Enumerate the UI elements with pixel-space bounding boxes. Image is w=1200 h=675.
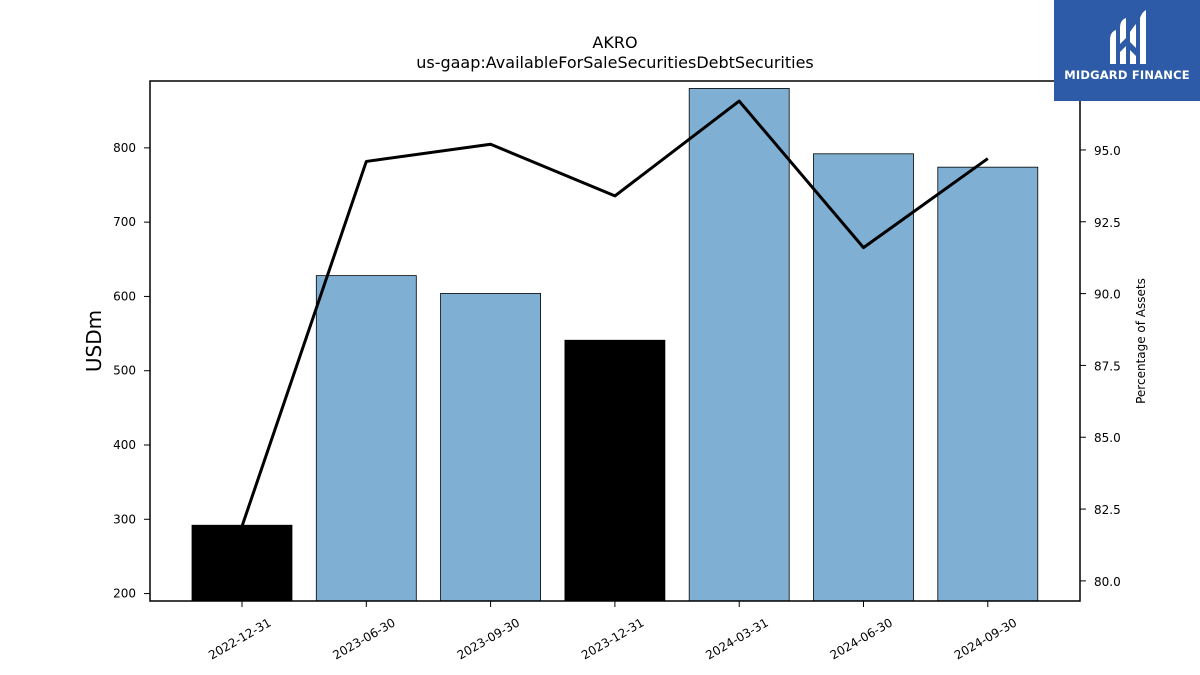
logo-text: MIDGARD FINANCE <box>1064 68 1190 82</box>
bar-2024-06-30 <box>813 153 914 602</box>
y-left-tick-label-300: 300 <box>113 512 136 526</box>
bar-2024-09-30 <box>937 166 1039 602</box>
y-axis-left-label: USDm <box>82 310 106 372</box>
x-tick-label-2023-12-31: 2023-12-31 <box>579 615 646 662</box>
chart-title: AKRO <box>592 33 637 52</box>
y-right-tick-label-82.5: 82.5 <box>1094 503 1121 517</box>
bar-2024-03-31 <box>688 88 790 602</box>
x-tick-label-2023-06-30: 2023-06-30 <box>330 615 397 662</box>
x-tick-label-2024-09-30: 2024-09-30 <box>952 615 1019 662</box>
y-axis-right-label: Percentage of Assets <box>1134 278 1148 404</box>
y-right-tick-label-92.5: 92.5 <box>1094 216 1121 230</box>
y-right-tick-label-87.5: 87.5 <box>1094 359 1121 373</box>
brand-logo: MIDGARD FINANCE <box>1054 0 1200 101</box>
y-right-tick-label-80.0: 80.0 <box>1094 575 1121 589</box>
bar-2023-09-30 <box>440 293 542 602</box>
bars-group <box>191 88 1039 602</box>
y-right-tick-label-95.0: 95.0 <box>1094 144 1121 158</box>
bar-2023-06-30 <box>315 275 417 602</box>
y-axis-left: 200 300 400 500 600 700 800 <box>113 141 150 601</box>
y-left-tick-label-800: 800 <box>113 141 136 155</box>
x-tick-label-2024-03-31: 2024-03-31 <box>703 615 770 662</box>
percentage-line <box>240 99 989 527</box>
line-group <box>240 99 989 527</box>
bar-2023-12-31 <box>564 339 666 602</box>
x-tick-label-2024-06-30: 2024-06-30 <box>828 615 895 662</box>
y-right-tick-label-85.0: 85.0 <box>1094 431 1121 445</box>
chart-subtitle: us-gaap:AvailableForSaleSecuritiesDebtSe… <box>416 53 814 72</box>
y-left-tick-label-600: 600 <box>113 289 136 303</box>
y-left-tick-label-200: 200 <box>113 587 136 601</box>
y-axis-right: 80.0 82.5 85.0 87.5 90.0 92.5 95.0 <box>1080 144 1121 589</box>
x-tick-label-2022-12-31: 2022-12-31 <box>206 615 273 662</box>
x-tick-label-2023-09-30: 2023-09-30 <box>455 615 522 662</box>
y-left-tick-label-500: 500 <box>113 364 136 378</box>
y-right-tick-label-90.0: 90.0 <box>1094 288 1121 302</box>
bar-2022-12-31 <box>191 524 293 602</box>
x-axis: 2022-12-31 2023-06-30 2023-09-30 2023-12-31… <box>206 601 1019 662</box>
y-left-tick-label-400: 400 <box>113 438 136 452</box>
y-left-tick-label-700: 700 <box>113 215 136 229</box>
midgard-logo-icon <box>1110 10 1146 64</box>
